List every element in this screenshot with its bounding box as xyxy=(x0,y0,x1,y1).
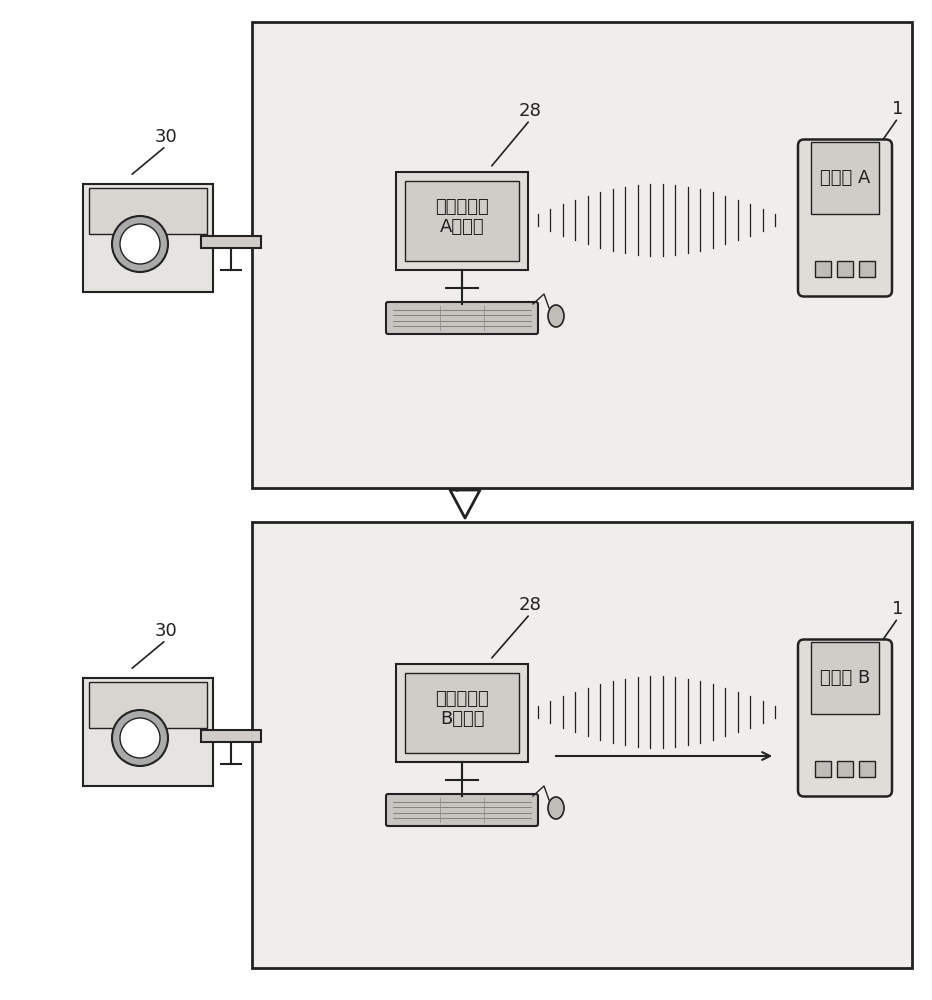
Text: 1: 1 xyxy=(892,600,904,618)
Bar xyxy=(811,141,879,214)
Bar xyxy=(859,260,875,276)
Text: 28: 28 xyxy=(518,102,541,120)
Text: 上下文 A: 上下文 A xyxy=(820,169,870,187)
Bar xyxy=(89,188,207,234)
Bar xyxy=(252,522,912,968)
Circle shape xyxy=(120,718,160,758)
Bar xyxy=(815,760,831,776)
Ellipse shape xyxy=(548,797,564,819)
Text: 30: 30 xyxy=(155,128,177,146)
Text: 30: 30 xyxy=(155,622,177,640)
Bar xyxy=(396,172,528,270)
Bar xyxy=(837,260,853,276)
Bar xyxy=(405,181,519,261)
Bar xyxy=(811,642,879,714)
FancyBboxPatch shape xyxy=(798,640,892,796)
Circle shape xyxy=(120,224,160,264)
Text: 上下文 B: 上下文 B xyxy=(820,669,870,687)
FancyBboxPatch shape xyxy=(386,794,538,826)
Bar xyxy=(83,678,213,786)
Text: 按照上下文
B的系统: 按照上下文 B的系统 xyxy=(435,690,489,728)
Bar xyxy=(201,730,261,742)
Text: 1: 1 xyxy=(892,100,904,118)
Bar xyxy=(859,760,875,776)
Circle shape xyxy=(112,216,168,272)
FancyBboxPatch shape xyxy=(798,139,892,296)
Circle shape xyxy=(112,710,168,766)
Bar xyxy=(83,184,213,292)
Bar xyxy=(201,236,261,248)
Bar xyxy=(837,760,853,776)
Bar xyxy=(89,682,207,728)
Bar xyxy=(405,673,519,753)
Text: 按照上下文
A的系统: 按照上下文 A的系统 xyxy=(435,198,489,236)
Bar xyxy=(252,22,912,488)
Text: 28: 28 xyxy=(518,596,541,614)
Bar xyxy=(815,260,831,276)
FancyBboxPatch shape xyxy=(386,302,538,334)
Ellipse shape xyxy=(548,305,564,327)
Polygon shape xyxy=(450,490,480,518)
Bar xyxy=(396,664,528,762)
